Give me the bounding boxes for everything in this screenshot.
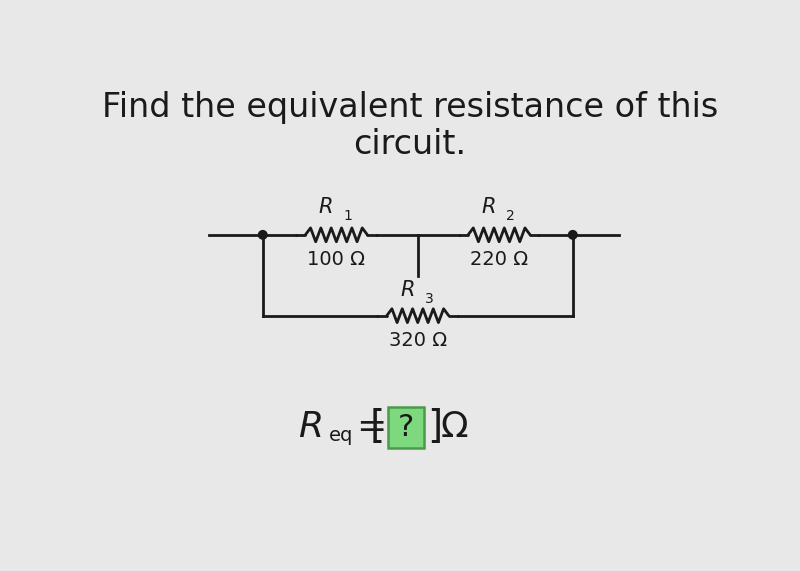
Circle shape [569, 231, 577, 239]
Text: 220 Ω: 220 Ω [470, 250, 528, 270]
Text: 2: 2 [506, 210, 515, 223]
Text: circuit.: circuit. [354, 128, 466, 161]
Text: R: R [298, 411, 322, 444]
Text: 320 Ω: 320 Ω [389, 331, 447, 350]
Text: R: R [400, 280, 414, 300]
Text: 1: 1 [343, 210, 352, 223]
Text: ?: ? [398, 413, 414, 442]
Text: eq: eq [329, 425, 353, 445]
Text: 100 Ω: 100 Ω [307, 250, 366, 270]
Text: =: = [356, 411, 386, 444]
Text: Ω: Ω [441, 411, 469, 444]
Text: Find the equivalent resistance of this: Find the equivalent resistance of this [102, 91, 718, 124]
Text: [: [ [370, 408, 386, 447]
Text: 3: 3 [425, 292, 434, 307]
FancyBboxPatch shape [388, 407, 424, 448]
Text: R: R [318, 197, 334, 217]
Text: ]: ] [427, 408, 442, 447]
Text: R: R [482, 197, 496, 217]
Circle shape [258, 231, 267, 239]
